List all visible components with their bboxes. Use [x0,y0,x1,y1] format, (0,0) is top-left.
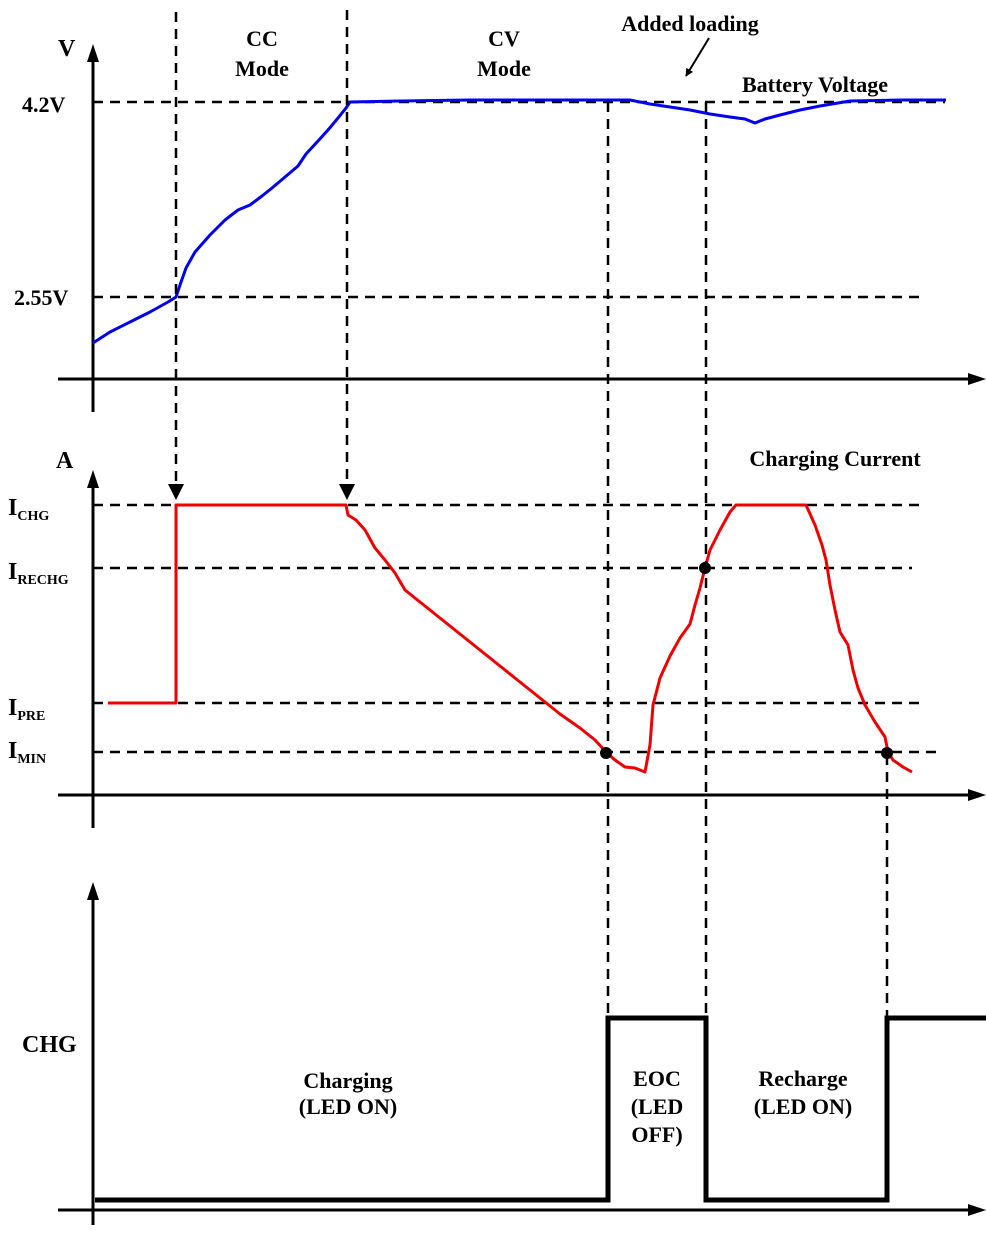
vertical-guides [168,10,889,1018]
state-eoc-line3: OFF) [631,1122,682,1147]
voltage-level-low-label: 2.55V [14,285,69,310]
voltage-level-high-label: 4.2V [22,92,66,117]
chg-signal-waveform [95,1015,986,1203]
battery-voltage-curve [92,98,946,345]
cc-mode-label-line2: Mode [235,56,289,81]
state-charging-line2: (LED ON) [299,1094,397,1119]
state-recharge-line1: Recharge [758,1066,847,1091]
voltage-panel: V 4.2V 2.55V CC Mode CV Mode Added loadi… [14,11,986,412]
imin-recharge-crossing-dot [881,747,893,759]
level-irechg-label: IRECHG [8,559,69,588]
current-panel: A Charging Current ICHG IRECHG IPRE IMIN [8,446,986,828]
chg-y-axis-arrow [87,882,99,900]
cc-mode-label-line1: CC [246,26,278,51]
guide-cv-start-arrow [339,484,355,500]
chg-panel: CHG Charging (LED ON) EOC (LED OFF) Rech… [22,882,986,1225]
current-y-axis-arrow [87,470,99,488]
imin-crossing-dot [600,747,612,759]
voltage-axis-label: V [58,36,76,62]
voltage-x-axis-arrow [968,373,986,385]
level-ichg-label: ICHG [8,495,49,524]
added-loading-pointer [685,37,710,77]
state-recharge-line2: (LED ON) [754,1094,852,1119]
cv-mode-label-line1: CV [488,26,520,51]
current-axis-label: A [56,448,74,474]
cv-mode-label-line2: Mode [477,56,531,81]
added-loading-annotation: Added loading [621,11,759,36]
current-x-axis-arrow [968,789,986,801]
chg-signal-label: CHG [22,1032,77,1058]
battery-voltage-label: Battery Voltage [742,72,888,97]
charging-current-label: Charging Current [749,446,921,471]
state-eoc-line2: (LED [631,1094,684,1119]
chg-x-axis-arrow [968,1204,986,1216]
voltage-y-axis-arrow [87,44,99,62]
level-ipre-label: IPRE [8,695,45,724]
level-imin-label: IMIN [8,738,46,767]
state-eoc-line1: EOC [633,1066,681,1091]
state-charging-line1: Charging [303,1068,392,1093]
charging-current-curve [108,503,913,774]
guide-cc-start-arrow [168,484,184,500]
